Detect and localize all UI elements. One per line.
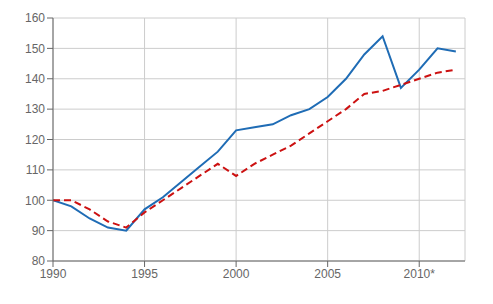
svg-text:2010*: 2010*: [404, 267, 436, 281]
svg-text:150: 150: [25, 42, 45, 56]
svg-text:100: 100: [25, 194, 45, 208]
svg-text:120: 120: [25, 133, 45, 147]
svg-text:90: 90: [32, 224, 46, 238]
svg-text:160: 160: [25, 11, 45, 25]
svg-text:130: 130: [25, 102, 45, 116]
svg-text:1990: 1990: [40, 267, 67, 281]
svg-text:2000: 2000: [223, 267, 250, 281]
svg-text:1995: 1995: [131, 267, 158, 281]
svg-text:140: 140: [25, 72, 45, 86]
svg-text:110: 110: [26, 163, 45, 177]
svg-text:2005: 2005: [314, 267, 341, 281]
svg-text:80: 80: [32, 254, 46, 268]
